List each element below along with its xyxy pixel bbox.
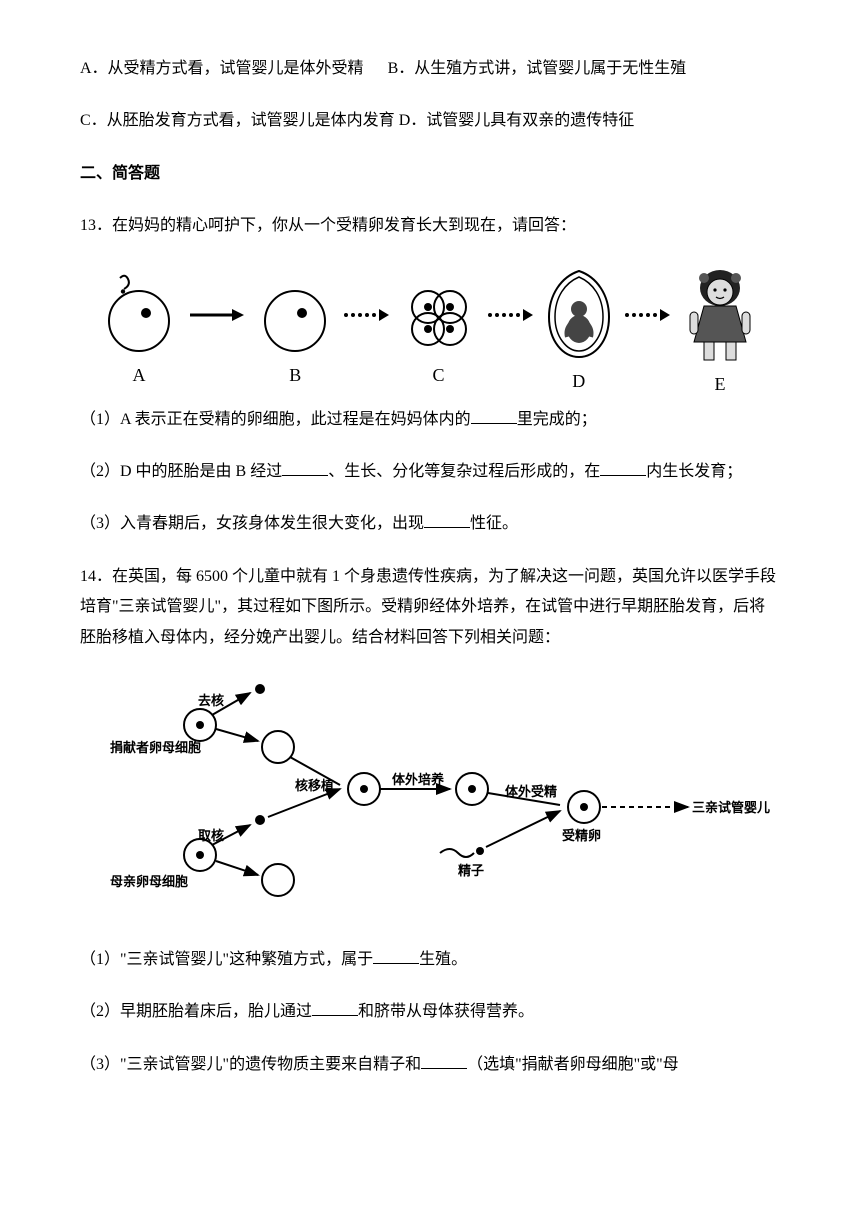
label-E: E [715,374,726,395]
cell-B: B [256,273,334,386]
q12-options-row2: C．从胚胎发育方式看，试管婴儿是体内发育 D．试管婴儿具有双亲的遗传特征 [80,106,780,136]
q14-sub1-b: 生殖。 [419,951,467,968]
q14-sub3-b: （选填"捐献者卵母细胞"或"母 [467,1056,679,1073]
arrow-solid-icon [188,300,246,330]
arrow-dashed-icon [488,309,533,321]
q14-sub2-b: 和脐带从母体获得营养。 [358,1003,534,1020]
q14-sub2-a: （2）早期胚胎着床后，胎儿通过 [80,1003,312,1020]
cell-D: D [543,267,615,392]
q14-sub3: （3）"三亲试管婴儿"的遗传物质主要来自精子和 （选填"捐献者卵母细胞"或"母 [80,1050,780,1080]
label-result: 三亲试管婴儿 [692,797,770,816]
label-donor-egg: 捐献者卵母细胞 [110,737,201,756]
label-take-nucleus: 取核 [198,825,224,844]
q14-sub1-a: （1）"三亲试管婴儿"这种繁殖方式，属于 [80,951,373,968]
blank-input[interactable] [373,947,419,964]
q13-sub3: （3）入青春期后，女孩身体发生很大变化，出现 性征。 [80,509,780,539]
cell-C: C [400,273,478,386]
blank-input[interactable] [424,511,470,528]
arrow-dashed-icon [625,309,670,321]
fetus-in-uterus-icon [543,267,615,361]
q13-sub3-b: 性征。 [470,515,518,532]
cell-A: A [100,273,178,386]
q12-optD: D．试管婴儿具有双亲的遗传特征 [399,112,635,129]
label-nuc-transplant: 核移植 [295,775,334,794]
blank-input[interactable] [600,459,646,476]
q12-optB: B．从生殖方式讲，试管婴儿属于无性生殖 [388,60,687,77]
blank-input[interactable] [282,459,328,476]
q13-stem: 13．在妈妈的精心呵护下，你从一个受精卵发育长大到现在，请回答： [80,211,780,241]
arrow-dashed-icon [344,309,389,321]
q13-sub3-a: （3）入青春期后，女孩身体发生很大变化，出现 [80,515,424,532]
q13-sub1: （1）A 表示正在受精的卵细胞，此过程是在妈妈体内的 里完成的； [80,405,780,435]
q12-optA: A．从受精方式看，试管婴儿是体外受精 [80,60,364,77]
label-invitro-fert: 体外受精 [505,781,557,800]
egg-fertilizing-icon [100,273,178,355]
q12-options-row1: A．从受精方式看，试管婴儿是体外受精 B．从生殖方式讲，试管婴儿属于无性生殖 [80,54,780,84]
cell-E: E [680,264,760,395]
label-sperm: 精子 [458,860,484,879]
girl-icon [680,264,760,364]
section-2-heading: 二、简答题 [80,159,780,189]
q13-sub2-a: （2）D 中的胚胎是由 B 经过 [80,463,282,480]
q13-sub2: （2）D 中的胚胎是由 B 经过 、生长、分化等复杂过程后形成的，在 内生长发育； [80,457,780,487]
q13-sub1-a: （1）A 表示正在受精的卵细胞，此过程是在妈妈体内的 [80,411,471,428]
label-C: C [432,365,444,386]
q13-sub1-b: 里完成的； [517,411,597,428]
q14-stem: 14．在英国，每 6500 个儿童中就有 1 个身患遗传性疾病，为了解决这一问题… [80,562,780,653]
four-cells-icon [400,273,478,355]
label-A: A [133,365,146,386]
label-remove-nucleus: 去核 [198,690,224,709]
q12-optC: C．从胚胎发育方式看，试管婴儿是体内发育 [80,112,395,129]
three-parent-ivf-flowchart-icon [140,675,780,915]
q14-sub3-a: （3）"三亲试管婴儿"的遗传物质主要来自精子和 [80,1056,421,1073]
label-B: B [289,365,301,386]
q14-sub2: （2）早期胚胎着床后，胎儿通过 和脐带从母体获得营养。 [80,997,780,1027]
zygote-icon [256,273,334,355]
label-zygote: 受精卵 [562,825,601,844]
blank-input[interactable] [312,999,358,1016]
label-D: D [572,371,585,392]
blank-input[interactable] [471,407,517,424]
q14-sub1: （1）"三亲试管婴儿"这种繁殖方式，属于 生殖。 [80,945,780,975]
q13-diagram: A B C [100,264,760,395]
blank-input[interactable] [421,1052,467,1069]
q13-sub2-b: 、生长、分化等复杂过程后形成的，在 [328,463,600,480]
q13-sub2-c: 内生长发育； [646,463,742,480]
label-invitro-culture: 体外培养 [392,769,444,788]
q14-diagram: 去核 捐献者卵母细胞 取核 母亲卵母细胞 核移植 体外培养 精子 体外受精 受精… [140,675,770,915]
label-mother-egg: 母亲卵母细胞 [110,871,188,890]
